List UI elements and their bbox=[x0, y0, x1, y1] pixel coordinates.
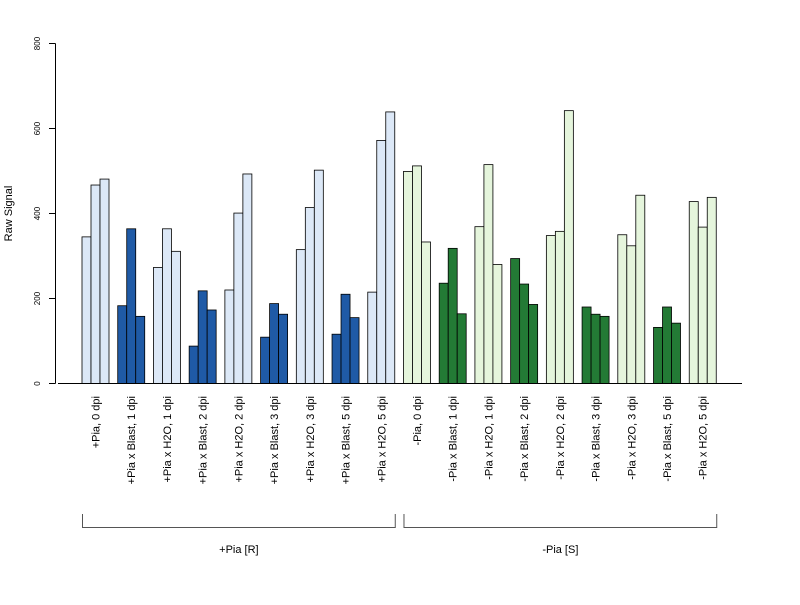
bar bbox=[233, 212, 244, 384]
bar bbox=[153, 267, 163, 384]
x-tick-label: +Pia, 0 dpi bbox=[91, 396, 103, 448]
bar bbox=[447, 247, 458, 384]
x-tick-label: -Pia x Blast, 5 dpi bbox=[662, 396, 674, 482]
bar bbox=[626, 245, 637, 384]
bar bbox=[599, 315, 610, 384]
y-tick-label: 0 bbox=[33, 381, 42, 386]
bar bbox=[385, 111, 396, 384]
bar bbox=[242, 173, 253, 384]
y-axis: 0 200 400 600 800 bbox=[33, 36, 56, 386]
bar bbox=[304, 207, 315, 384]
bar bbox=[554, 230, 565, 384]
bar bbox=[438, 282, 449, 384]
bar bbox=[688, 201, 699, 384]
bar bbox=[403, 171, 413, 384]
y-tick-label: 600 bbox=[33, 121, 42, 135]
bar bbox=[545, 235, 556, 384]
x-tick-label: +Pia x Blast, 2 dpi bbox=[198, 396, 210, 484]
y-axis-label: Raw Signal bbox=[3, 186, 15, 242]
bar bbox=[510, 258, 521, 384]
bar bbox=[81, 236, 92, 384]
group-bracket bbox=[403, 514, 718, 528]
x-tick-label: +Pia x H2O, 2 dpi bbox=[233, 396, 245, 483]
bar bbox=[697, 226, 708, 384]
bar bbox=[671, 322, 681, 384]
bar bbox=[260, 336, 271, 384]
x-tick-label: -Pia x H2O, 1 dpi bbox=[483, 396, 495, 480]
bar bbox=[206, 309, 217, 384]
bar bbox=[590, 313, 601, 384]
bar bbox=[295, 249, 306, 384]
bar bbox=[456, 313, 467, 384]
x-tick-label: -Pia x H2O, 3 dpi bbox=[626, 396, 638, 480]
bar bbox=[581, 306, 592, 384]
bar bbox=[706, 196, 717, 384]
bar bbox=[313, 169, 324, 384]
x-tick-labels: +Pia, 0 dpi +Pia x Blast, 1 dpi +Pia x H2O… bbox=[91, 396, 710, 484]
group-bracket bbox=[82, 514, 396, 528]
bar bbox=[483, 164, 494, 384]
bar bbox=[269, 303, 280, 384]
bar bbox=[126, 228, 137, 384]
x-tick-label: -Pia x Blast, 2 dpi bbox=[519, 396, 531, 482]
x-tick-label: -Pia x H2O, 2 dpi bbox=[555, 396, 567, 480]
bar bbox=[412, 165, 422, 384]
bar bbox=[331, 333, 342, 384]
bar bbox=[421, 241, 431, 384]
bar bbox=[188, 345, 199, 384]
bar bbox=[528, 304, 539, 384]
bar bbox=[117, 305, 128, 384]
bar bbox=[662, 306, 672, 384]
bar bbox=[519, 283, 530, 384]
group-label: +Pia [R] bbox=[219, 544, 258, 556]
y-tick-label: 800 bbox=[33, 36, 42, 50]
y-tick-label: 400 bbox=[33, 206, 42, 220]
bar bbox=[171, 250, 181, 384]
x-tick-label: +Pia x Blast, 1 dpi bbox=[126, 396, 138, 484]
bar bbox=[349, 317, 360, 384]
bar bbox=[90, 184, 101, 384]
x-tick-label: -Pia x H2O, 5 dpi bbox=[698, 396, 710, 480]
x-tick-label: +Pia x H2O, 5 dpi bbox=[376, 396, 388, 483]
bar bbox=[653, 326, 663, 384]
group-label: -Pia [S] bbox=[542, 544, 578, 556]
bars-layer bbox=[81, 110, 717, 384]
bar bbox=[617, 234, 628, 384]
bar bbox=[162, 228, 172, 384]
x-tick-label: +Pia x H2O, 1 dpi bbox=[162, 396, 174, 483]
x-tick-label: -Pia, 0 dpi bbox=[412, 396, 424, 446]
bar bbox=[563, 110, 574, 384]
group-brackets: +Pia [R] -Pia [S] bbox=[82, 514, 718, 556]
bar bbox=[224, 289, 235, 384]
bar bbox=[635, 194, 646, 384]
bar bbox=[367, 291, 378, 384]
bar bbox=[340, 293, 351, 384]
x-tick-label: -Pia x Blast, 1 dpi bbox=[448, 396, 460, 482]
x-tick-label: +Pia x H2O, 3 dpi bbox=[305, 396, 317, 483]
bar bbox=[492, 264, 503, 384]
bar bbox=[135, 315, 146, 384]
bar bbox=[474, 226, 485, 384]
x-tick-label: +Pia x Blast, 5 dpi bbox=[341, 396, 353, 484]
x-tick-label: +Pia x Blast, 3 dpi bbox=[269, 396, 281, 484]
x-tick-label: -Pia x Blast, 3 dpi bbox=[591, 396, 603, 482]
bar bbox=[197, 290, 208, 384]
y-tick-label: 200 bbox=[33, 291, 42, 305]
bar bbox=[99, 178, 110, 384]
bar bbox=[376, 139, 387, 384]
bar bbox=[278, 313, 289, 384]
